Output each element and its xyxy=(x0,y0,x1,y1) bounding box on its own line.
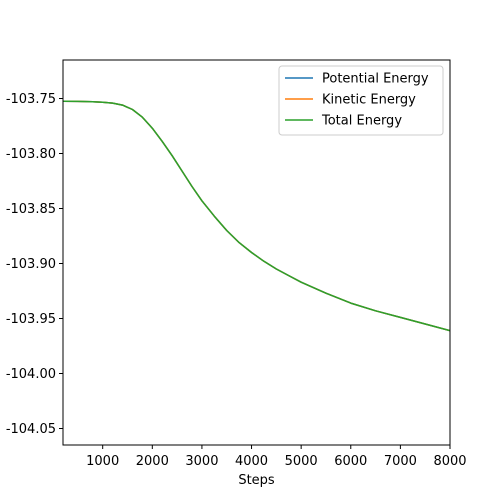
y-tick-label: -103.90 xyxy=(6,257,56,272)
x-tick-label: 4000 xyxy=(235,454,268,469)
y-axis: -104.05 -104.00 -103.95 -103.90 -103.85 -103.… xyxy=(6,92,63,437)
series-layer xyxy=(63,100,450,332)
y-tick-label: -103.85 xyxy=(6,202,56,217)
legend-label: Potential Energy xyxy=(322,72,429,87)
legend-box xyxy=(278,65,444,136)
x-tick-label: 3000 xyxy=(185,454,218,469)
y-tick-label: -104.05 xyxy=(6,422,56,437)
x-tick-label: 2000 xyxy=(136,454,169,469)
x-tick-label: 7000 xyxy=(384,454,417,469)
series-line-total-energy xyxy=(63,100,450,332)
y-tick-label: -103.80 xyxy=(6,147,56,162)
x-axis: 1000 2000 3000 4000 5000 6000 7000 8000 xyxy=(86,445,467,469)
legend-label: Kinetic Energy xyxy=(322,93,416,108)
x-tick-label: 6000 xyxy=(334,454,367,469)
x-tick-label: 5000 xyxy=(285,454,318,469)
x-tick-label: 8000 xyxy=(433,454,466,469)
legend-label: Total Energy xyxy=(321,114,402,129)
x-tick-label: 1000 xyxy=(86,454,119,469)
legend: Potential Energy Kinetic Energy Total Ener… xyxy=(278,65,444,136)
x-axis-title: Steps xyxy=(238,473,275,488)
y-tick-label: -103.95 xyxy=(6,312,56,327)
y-tick-label: -104.00 xyxy=(6,367,56,382)
plot-border xyxy=(62,59,451,446)
y-tick-label: -103.75 xyxy=(6,92,56,107)
